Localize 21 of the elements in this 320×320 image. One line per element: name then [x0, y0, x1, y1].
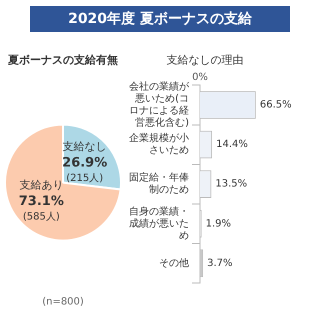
data-label: 3.7% — [207, 258, 233, 269]
slice-label: 支給なし — [62, 140, 107, 154]
data-label: 14.4% — [216, 139, 248, 150]
data-label: 66.5% — [260, 100, 292, 111]
y-tick-label: 企業規模が小さいため — [129, 132, 189, 156]
data-label: 26.9% — [62, 156, 108, 171]
chart-subtitle: 夏ボーナスの支給有無 — [7, 53, 118, 66]
y-tick-label: その他 — [159, 256, 189, 269]
text: (n=800) — [42, 296, 84, 308]
data-label: 73.1% — [18, 194, 64, 210]
data-label: 13.5% — [215, 178, 248, 190]
y-tick-label: 固定給・年俸制のため — [129, 172, 189, 196]
chart-title: 支給なしの理由 — [166, 53, 244, 66]
slice-label: 支給あり — [19, 178, 64, 192]
data-label: 1.9% — [206, 218, 231, 230]
text: (585人) — [22, 211, 60, 222]
y-tick-label: 自身の業績・成績が悪いため — [129, 205, 189, 242]
text: 2020年度 夏ボーナスの支給 — [30, 6, 290, 32]
y-tick-label: 会社の業績が悪いため(コロナによる経営悪化含む) — [129, 80, 190, 129]
text: 0% — [192, 72, 208, 83]
text: (215人) — [66, 172, 104, 184]
